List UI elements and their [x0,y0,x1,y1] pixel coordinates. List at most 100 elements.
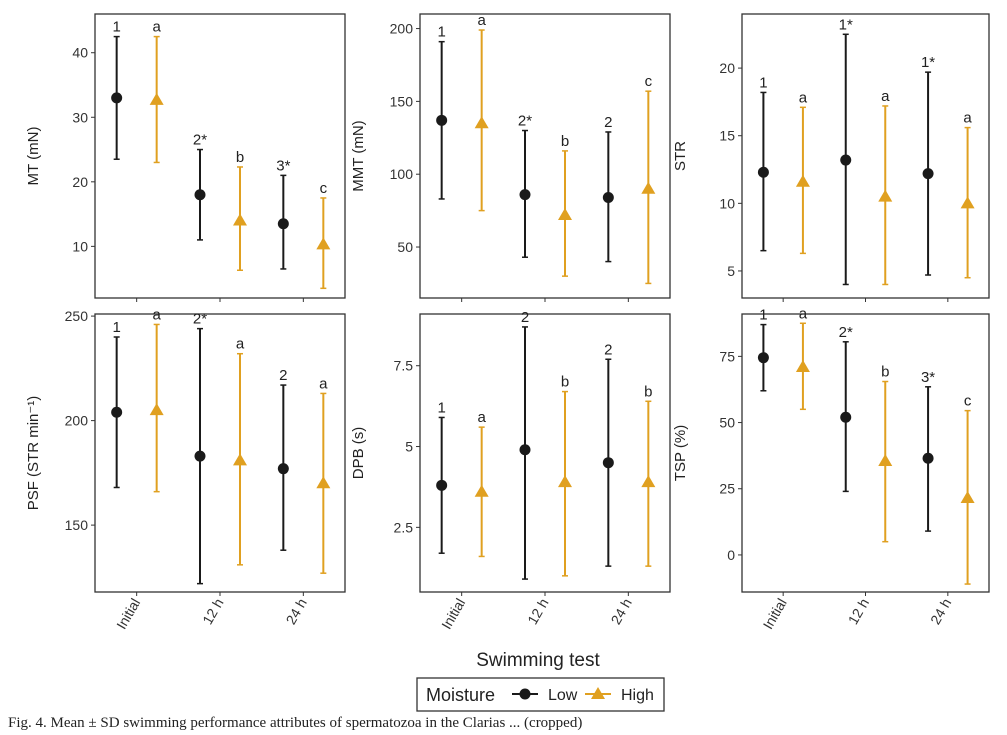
y-tick-label: 25 [719,481,735,497]
legend-box [416,677,665,712]
panel-4: 150 200 250 PSF (STR min⁻¹) Initial 12 h 24 h 1… [25,306,346,632]
y-tick-label: 75 [719,348,735,364]
y-axis-label: DPB (s) [350,427,367,480]
figure-caption: Fig. 4. Mean ± SD swimming performance a… [8,715,583,731]
legend: Moisture Low High [416,677,665,712]
significance-letter: a [881,88,890,105]
significance-letter: c [964,393,972,410]
data-point-high [960,196,975,209]
data-point-low [757,352,769,364]
legend-low-label: Low [548,687,578,704]
significance-letter: 3* [921,369,935,386]
significance-letter: 1* [921,54,935,71]
significance-letter: a [152,19,161,36]
y-tick-label: 15 [719,128,735,144]
significance-letter: c [645,73,653,90]
significance-letter: 2* [518,113,532,130]
significance-letter: 1 [437,24,445,41]
data-point-low [519,189,531,201]
data-point-high [149,92,164,105]
y-tick-label: 20 [719,60,735,76]
significance-letter: b [236,149,244,166]
significance-letter: b [644,383,652,400]
y-axis-label: TSP (%) [672,425,689,481]
legend-low-marker [519,688,531,700]
data-point-high [878,189,893,202]
y-tick-label: 100 [390,166,414,182]
data-point-high [641,475,656,488]
significance-letter: b [881,364,889,381]
significance-letter: a [799,305,808,322]
data-point-high [878,453,893,466]
y-axis-label: PSF (STR min⁻¹) [25,396,42,511]
legend-title: Moisture [426,685,495,705]
panel-3: 5 10 15 20 STR 1 1* 1* a a a [672,13,990,302]
data-point-low [111,92,123,104]
panel-frame [741,313,990,593]
data-point-low [840,411,852,423]
significance-letter: 1 [112,319,120,336]
data-point-low [194,450,206,462]
y-tick-label: 250 [65,308,89,324]
y-tick-label: 10 [719,195,735,211]
x-tick-label: Initial [438,596,468,632]
data-point-high [474,116,489,129]
y-axis-label: MT (mN) [25,127,42,186]
data-point-low [111,406,123,418]
significance-letter: 1 [759,74,767,91]
significance-letter: b [561,374,569,391]
panel-5: 2.5 5 7.5 DPB (s) Initial 12 h 24 h 1 2 2 a b b [350,309,671,632]
y-tick-label: 150 [65,517,89,533]
significance-letter: a [236,336,245,353]
y-tick-label: 10 [72,238,88,254]
data-point-high [558,207,572,220]
significance-letter: c [320,180,328,197]
data-point-high [558,475,572,488]
data-point-low [840,154,852,166]
data-point-low [602,457,614,469]
x-tick-label: 12 h [845,596,872,628]
data-point-high [474,484,489,497]
y-tick-label: 20 [72,174,88,190]
significance-letter: 2 [604,341,612,358]
y-tick-label: 200 [390,21,414,37]
y-axis-label: MMT (mN) [350,120,367,191]
x-tick-label: Initial [760,596,790,632]
y-axis-label: STR [672,141,689,171]
data-point-high [316,237,331,250]
data-point-low [519,444,531,456]
significance-letter: a [963,110,972,127]
data-point-low [757,166,769,178]
x-tick-label: 12 h [199,596,226,628]
y-tick-label: 50 [719,415,735,431]
data-point-low [436,114,448,126]
data-point-high [233,213,247,226]
data-point-low [436,479,448,491]
significance-letter: 1 [437,399,445,416]
x-axis-title: Swimming test [476,650,600,671]
data-point-low [922,452,934,464]
data-point-high [795,174,810,187]
data-point-high [960,491,975,504]
significance-letter: 2* [839,324,853,341]
data-point-low [194,189,206,201]
significance-letter: a [152,306,161,323]
data-point-low [922,168,934,180]
x-tick-label: 24 h [282,596,309,628]
y-tick-label: 5 [727,263,735,279]
panel-frame [419,13,671,299]
x-tick-label: Initial [113,596,143,632]
y-tick-label: 50 [397,239,413,255]
significance-letter: 1* [839,16,853,33]
significance-letter: a [477,409,486,426]
significance-letter: a [477,12,486,29]
significance-letter: 2 [279,367,287,384]
y-tick-label: 40 [72,45,88,61]
data-point-high [795,359,810,372]
data-point-low [602,192,614,204]
x-tick-label: 24 h [927,596,954,628]
panel-frame [94,313,346,593]
y-tick-label: 7.5 [394,358,414,374]
y-tick-label: 2.5 [394,519,414,535]
